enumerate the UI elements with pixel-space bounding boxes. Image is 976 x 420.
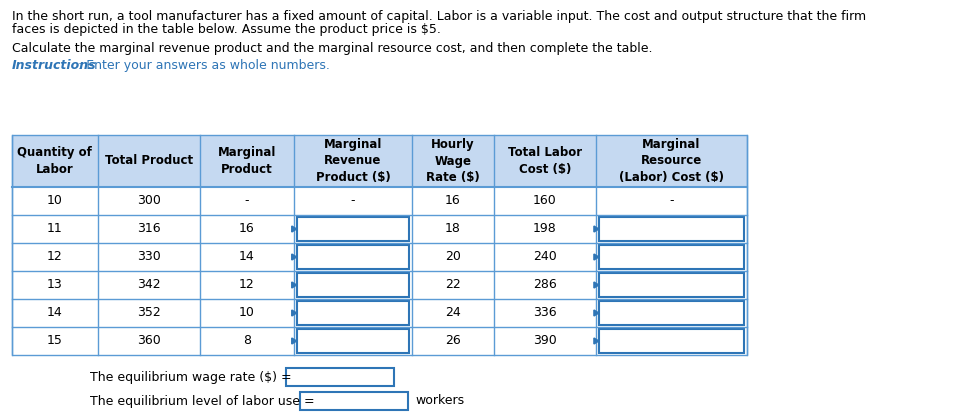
Bar	[297, 329, 409, 353]
Text: 24: 24	[445, 307, 461, 320]
Text: 160: 160	[533, 194, 556, 207]
Bar	[297, 245, 409, 269]
Text: 16: 16	[445, 194, 461, 207]
Text: The equilibrium level of labor use =: The equilibrium level of labor use =	[90, 394, 314, 407]
Text: Total Labor
Cost ($): Total Labor Cost ($)	[508, 146, 582, 176]
Text: Quantity of
Labor: Quantity of Labor	[18, 146, 93, 176]
Bar	[286, 368, 394, 386]
Text: 16: 16	[239, 223, 255, 236]
Text: 12: 12	[47, 250, 62, 263]
Bar	[12, 271, 747, 299]
Text: 12: 12	[239, 278, 255, 291]
Text: : Enter your answers as whole numbers.: : Enter your answers as whole numbers.	[78, 59, 330, 72]
Polygon shape	[594, 310, 599, 316]
Text: 10: 10	[239, 307, 255, 320]
Bar	[297, 273, 409, 297]
Text: 352: 352	[137, 307, 161, 320]
Text: Instructions: Instructions	[12, 59, 97, 72]
Bar	[12, 299, 747, 327]
Bar	[599, 217, 744, 241]
Text: 286: 286	[533, 278, 556, 291]
Text: -: -	[350, 194, 355, 207]
Polygon shape	[594, 338, 599, 344]
Text: 14: 14	[239, 250, 255, 263]
Text: Marginal
Product: Marginal Product	[218, 146, 276, 176]
Text: 8: 8	[243, 334, 251, 347]
Text: The equilibrium wage rate ($) =: The equilibrium wage rate ($) =	[90, 370, 292, 383]
Text: -: -	[245, 194, 249, 207]
Text: Marginal
Revenue
Product ($): Marginal Revenue Product ($)	[315, 138, 390, 184]
Bar	[12, 187, 747, 215]
Bar	[12, 243, 747, 271]
Bar	[12, 327, 747, 355]
Polygon shape	[292, 226, 297, 232]
Bar	[300, 392, 408, 410]
Text: 26: 26	[445, 334, 461, 347]
Text: 360: 360	[137, 334, 161, 347]
Bar	[297, 301, 409, 325]
Text: 336: 336	[533, 307, 556, 320]
Text: 390: 390	[533, 334, 556, 347]
Text: 15: 15	[47, 334, 62, 347]
Text: Calculate the marginal revenue product and the marginal resource cost, and then : Calculate the marginal revenue product a…	[12, 42, 653, 55]
Text: In the short run, a tool manufacturer has a fixed amount of capital. Labor is a : In the short run, a tool manufacturer ha…	[12, 10, 866, 23]
Text: Total Product: Total Product	[104, 155, 193, 168]
Text: 10: 10	[47, 194, 62, 207]
Polygon shape	[292, 338, 297, 344]
Text: workers: workers	[415, 394, 465, 407]
Bar	[12, 135, 747, 187]
Text: 330: 330	[137, 250, 161, 263]
Text: 18: 18	[445, 223, 461, 236]
Bar	[12, 215, 747, 243]
Bar	[297, 217, 409, 241]
Text: 22: 22	[445, 278, 461, 291]
Text: faces is depicted in the table below. Assume the product price is $5.: faces is depicted in the table below. As…	[12, 23, 441, 36]
Polygon shape	[292, 254, 297, 260]
Bar	[599, 301, 744, 325]
Polygon shape	[594, 254, 599, 260]
Bar	[599, 245, 744, 269]
Text: 20: 20	[445, 250, 461, 263]
Bar	[599, 329, 744, 353]
Polygon shape	[594, 226, 599, 232]
Text: 13: 13	[47, 278, 62, 291]
Text: 14: 14	[47, 307, 62, 320]
Polygon shape	[292, 310, 297, 316]
Text: 11: 11	[47, 223, 62, 236]
Text: 198: 198	[533, 223, 556, 236]
Polygon shape	[292, 282, 297, 288]
Text: Hourly
Wage
Rate ($): Hourly Wage Rate ($)	[427, 138, 480, 184]
Text: 300: 300	[137, 194, 161, 207]
Text: 342: 342	[137, 278, 161, 291]
Text: 240: 240	[533, 250, 556, 263]
Text: Marginal
Resource
(Labor) Cost ($): Marginal Resource (Labor) Cost ($)	[619, 138, 724, 184]
Polygon shape	[594, 282, 599, 288]
Bar	[599, 273, 744, 297]
Bar	[12, 135, 747, 355]
Text: -: -	[670, 194, 673, 207]
Text: 316: 316	[137, 223, 161, 236]
